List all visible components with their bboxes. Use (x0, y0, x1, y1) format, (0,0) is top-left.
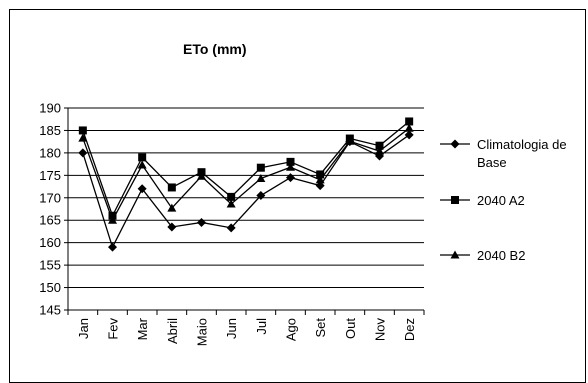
legend-entry: Climatologia de Base (440, 137, 567, 170)
line-chart: ETo (mm) 145150155160165170175180185190 … (39, 41, 567, 346)
data-point-square (375, 141, 384, 150)
data-point-diamond (167, 222, 177, 232)
y-tick-label: 165 (39, 213, 61, 228)
data-point-diamond (137, 184, 147, 194)
series-line (82, 127, 410, 222)
data-point-square (167, 183, 176, 192)
series-line (82, 120, 410, 218)
data-point-square (286, 157, 295, 166)
series-line (82, 134, 410, 249)
x-tick-label: Mar (135, 317, 150, 340)
x-tick-label: Jul (254, 318, 269, 335)
series (78, 117, 414, 252)
x-tick-label: Ago (284, 318, 299, 341)
data-point-square (405, 117, 414, 126)
x-tick-label: Jan (76, 318, 91, 339)
data-point-triangle (108, 215, 117, 224)
x-tick-label: Out (343, 318, 358, 339)
y-tick-label: 185 (39, 123, 61, 138)
data-point-square (227, 192, 236, 201)
data-point-square (78, 126, 87, 135)
y-tick-label: 145 (39, 303, 61, 318)
data-point-diamond (256, 191, 266, 201)
chart-frame: ETo (mm) 145 150 155 160 165 170 175 180 185 190 … (9, 9, 586, 383)
data-point-triangle (226, 199, 236, 208)
data-point-diamond (286, 173, 295, 183)
data-point-triangle (404, 123, 414, 132)
x-axis-ticks: Jan Fev Mar Abril Maio Jun Jul Ago Set Out Nov Dez (76, 317, 417, 346)
data-point-triangle (345, 136, 355, 145)
data-point-triangle (197, 171, 206, 180)
legend-label: 2040 B2 (477, 248, 525, 263)
data-point-diamond (404, 130, 414, 140)
data-point-diamond (315, 181, 325, 191)
data-point-diamond (226, 223, 236, 233)
legend-label: Climatologia de (477, 137, 567, 152)
y-tick-label: 190 (39, 101, 61, 116)
y-tick-label: 170 (39, 190, 61, 205)
x-tick-label: Fev (106, 318, 121, 340)
gridlines (68, 107, 424, 289)
data-point-triangle (137, 160, 147, 169)
data-point-square (138, 153, 147, 162)
legend-marker-square (451, 196, 459, 204)
x-tick-label: Jun (224, 318, 239, 339)
data-point-triangle (167, 203, 177, 212)
y-tick-label: 150 (39, 280, 61, 295)
legend-entry: 2040 A2 (440, 193, 525, 208)
x-tick-label: Set (313, 318, 328, 338)
y-tick-label: 180 (39, 145, 61, 160)
data-point-diamond (108, 242, 117, 252)
x-tick-label: Maio (195, 318, 210, 346)
data-point-diamond (197, 217, 206, 227)
data-point-triangle (315, 175, 325, 184)
legend-label: Base (477, 155, 507, 170)
data-point-diamond (78, 148, 88, 158)
y-axis-ticks: 145 150 155 160 165 170 175 180 185 190 (39, 101, 61, 318)
x-tick-label: Nov (373, 318, 388, 342)
data-point-triangle (256, 173, 266, 182)
series-group (78, 123, 414, 224)
x-tick-label: Abril (165, 318, 180, 344)
x-tick-label: Dez (402, 318, 417, 341)
axes (64, 107, 425, 315)
data-point-triangle (375, 146, 384, 155)
legend: Climatologia de Base 2040 A2 2040 B2 (440, 137, 567, 263)
data-point-square (316, 170, 325, 179)
y-tick-label: 175 (39, 168, 61, 183)
data-point-square (256, 163, 265, 172)
y-tick-label: 155 (39, 258, 61, 273)
y-tick-label: 160 (39, 235, 61, 250)
chart-title: ETo (mm) (183, 41, 247, 57)
legend-entry: 2040 B2 (440, 248, 525, 263)
data-point-triangle (286, 162, 295, 171)
data-point-triangle (78, 133, 88, 142)
legend-marker-diamond (450, 139, 460, 149)
series-group (78, 117, 414, 220)
legend-marker-triangle (450, 250, 460, 259)
legend-label: 2040 A2 (477, 193, 525, 208)
